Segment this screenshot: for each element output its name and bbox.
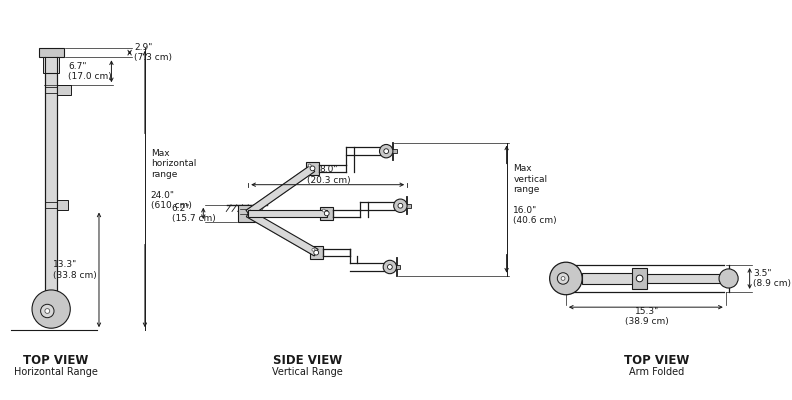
Text: 15.3"
(38.9 cm): 15.3" (38.9 cm) bbox=[626, 307, 669, 326]
Bar bbox=[394, 265, 401, 269]
Circle shape bbox=[384, 149, 389, 154]
Text: Arm Folded: Arm Folded bbox=[629, 367, 684, 377]
Polygon shape bbox=[248, 210, 327, 217]
Circle shape bbox=[379, 144, 393, 158]
Bar bbox=[406, 204, 411, 208]
Text: Vertical Range: Vertical Range bbox=[272, 367, 343, 377]
Text: Max
horizontal
range

24.0"
(610 cm): Max horizontal range 24.0" (610 cm) bbox=[150, 149, 196, 210]
Text: 13.3"
(33.8 cm): 13.3" (33.8 cm) bbox=[53, 260, 97, 280]
Bar bbox=[44, 58, 59, 73]
Circle shape bbox=[322, 209, 326, 212]
Text: 8.0"
(20.3 cm): 8.0" (20.3 cm) bbox=[307, 166, 351, 185]
Circle shape bbox=[40, 304, 54, 318]
Circle shape bbox=[308, 164, 311, 167]
Circle shape bbox=[719, 269, 738, 288]
Circle shape bbox=[325, 211, 329, 216]
Bar bbox=[582, 273, 640, 284]
Text: 2.9"
(7.3 cm): 2.9" (7.3 cm) bbox=[135, 43, 173, 62]
Bar bbox=[306, 162, 319, 175]
Text: 3.5"
(8.9 cm): 3.5" (8.9 cm) bbox=[753, 269, 791, 288]
Bar bbox=[320, 207, 333, 220]
Bar bbox=[391, 149, 397, 153]
Circle shape bbox=[394, 199, 407, 212]
Circle shape bbox=[398, 203, 403, 208]
Bar bbox=[57, 85, 71, 95]
Bar bbox=[57, 200, 68, 210]
Text: Horizontal Range: Horizontal Range bbox=[14, 367, 98, 377]
Circle shape bbox=[558, 273, 569, 284]
Text: 6.2"
(15.7 cm): 6.2" (15.7 cm) bbox=[172, 204, 215, 223]
Bar bbox=[238, 205, 259, 222]
Circle shape bbox=[310, 166, 315, 171]
Bar bbox=[632, 268, 647, 289]
Circle shape bbox=[312, 248, 314, 251]
Bar bbox=[647, 274, 724, 283]
Bar bbox=[310, 246, 323, 259]
Text: TOP VIEW: TOP VIEW bbox=[624, 354, 690, 367]
Circle shape bbox=[45, 309, 50, 313]
Bar bbox=[45, 73, 57, 305]
Text: Max
vertical
range

16.0"
(40.6 cm): Max vertical range 16.0" (40.6 cm) bbox=[513, 164, 557, 225]
Polygon shape bbox=[246, 165, 314, 216]
Circle shape bbox=[383, 260, 397, 274]
Text: TOP VIEW: TOP VIEW bbox=[23, 354, 89, 367]
Circle shape bbox=[314, 250, 318, 255]
Circle shape bbox=[32, 290, 70, 328]
Circle shape bbox=[387, 264, 392, 269]
Text: SIDE VIEW: SIDE VIEW bbox=[273, 354, 342, 367]
Text: 6.7"
(17.0 cm): 6.7" (17.0 cm) bbox=[68, 62, 112, 81]
Polygon shape bbox=[246, 210, 318, 256]
Circle shape bbox=[562, 276, 565, 280]
Bar bbox=[39, 48, 63, 58]
Circle shape bbox=[550, 262, 582, 295]
Circle shape bbox=[636, 275, 643, 282]
